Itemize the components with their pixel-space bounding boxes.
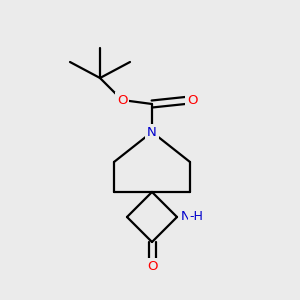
Text: O: O	[117, 94, 127, 106]
Text: O: O	[187, 94, 197, 106]
Text: N: N	[147, 125, 157, 139]
Text: N: N	[181, 211, 191, 224]
Text: O: O	[147, 260, 157, 272]
Text: -H: -H	[189, 211, 203, 224]
